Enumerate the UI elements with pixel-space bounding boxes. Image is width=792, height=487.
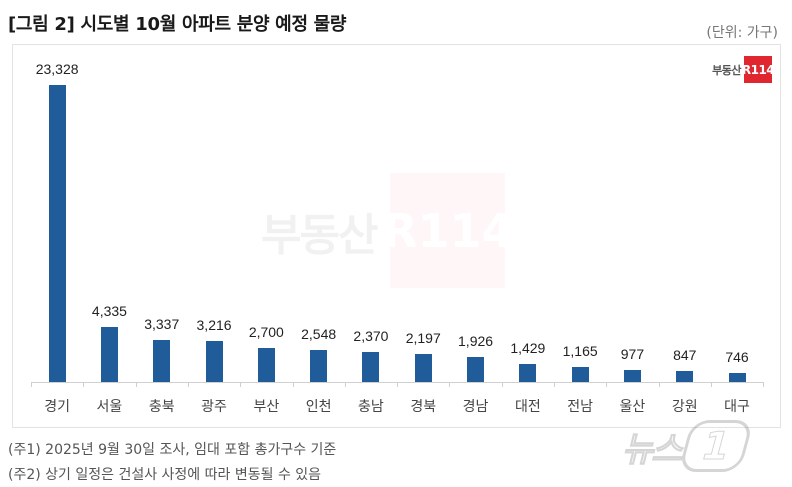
unit-label: (단위: 가구)	[706, 25, 778, 41]
data-label: 2,197	[405, 330, 441, 346]
logo-text: 부동산	[712, 63, 741, 77]
data-label: 2,548	[301, 326, 337, 342]
x-axis-tick	[658, 382, 660, 387]
x-axis-tick	[135, 382, 137, 387]
x-tick-label: 부산	[253, 399, 280, 415]
data-label: 1,429	[510, 340, 546, 356]
x-tick-label: 경남	[462, 399, 489, 415]
bar	[676, 371, 694, 382]
x-axis-tick	[501, 382, 503, 387]
data-label: 23,328	[35, 61, 79, 77]
x-tick-label: 경북	[410, 399, 437, 415]
x-axis-tick	[292, 382, 294, 387]
x-axis-tick	[397, 382, 399, 387]
x-tick-label: 광주	[201, 399, 227, 415]
data-label: 3,216	[196, 317, 232, 333]
bar	[519, 364, 537, 382]
x-tick-label: 충북	[148, 399, 175, 415]
bar	[48, 85, 66, 382]
bar	[310, 350, 328, 382]
x-axis-tick	[83, 382, 85, 387]
bar	[257, 348, 275, 382]
news1-text: 뉴스	[622, 429, 684, 470]
bar	[467, 357, 485, 382]
chart-title: [그림 2] 시도별 10월 아파트 분양 예정 물량	[8, 14, 347, 35]
r114-watermark: 부동산 R114	[261, 173, 514, 288]
x-tick-label: 울산	[619, 399, 646, 415]
data-label: 746	[725, 349, 749, 365]
data-label: 2,700	[248, 324, 284, 340]
chart-panel: 부동산 R114 부동산 R114 23,328 경기 4,335 서울 3,337 충북…	[12, 44, 781, 428]
x-tick-label: 대구	[724, 399, 750, 415]
x-tick-label: 충남	[358, 399, 384, 415]
x-axis-tick	[763, 382, 765, 387]
bar	[100, 327, 118, 382]
x-axis-tick	[710, 382, 712, 387]
bar	[414, 354, 432, 382]
x-tick-label: 인천	[305, 399, 332, 415]
logo-badge: R114	[742, 56, 775, 83]
x-tick-label: 대전	[514, 399, 541, 415]
data-label: 4,335	[91, 303, 127, 319]
bar	[623, 370, 641, 382]
data-label: 977	[620, 346, 645, 362]
x-tick-label: 강원	[671, 399, 698, 415]
x-axis-tick	[449, 382, 451, 387]
x-axis-tick	[187, 382, 189, 387]
footnote-1: (주1) 2025년 9월 30일 조사, 임대 포함 총가구수 기준	[8, 442, 337, 458]
data-label: 1,926	[458, 333, 494, 349]
data-label: 1,165	[562, 343, 598, 359]
x-tick-label: 경기	[44, 399, 71, 415]
x-axis-tick	[240, 382, 242, 387]
watermark-text: 부동산	[261, 209, 378, 261]
bar	[362, 352, 380, 382]
data-label: 2,370	[353, 328, 389, 344]
watermark-badge: R114	[382, 173, 514, 288]
x-tick-label: 서울	[96, 399, 123, 415]
x-axis-tick	[344, 382, 346, 387]
x-axis-tick	[606, 382, 608, 387]
x-axis-tick	[554, 382, 555, 387]
x-axis-line	[31, 382, 763, 383]
bar	[728, 373, 746, 382]
x-tick-label: 전남	[567, 399, 594, 415]
r114-logo: 부동산 R114	[712, 56, 775, 83]
bar	[153, 340, 171, 382]
bar	[205, 341, 223, 382]
bar	[571, 367, 589, 382]
data-label: 847	[673, 347, 697, 363]
x-axis-tick	[31, 382, 32, 387]
data-label: 3,337	[144, 316, 180, 332]
footnote-2: (주2) 상기 일정은 건설사 사정에 따라 변동될 수 있음	[8, 467, 322, 483]
